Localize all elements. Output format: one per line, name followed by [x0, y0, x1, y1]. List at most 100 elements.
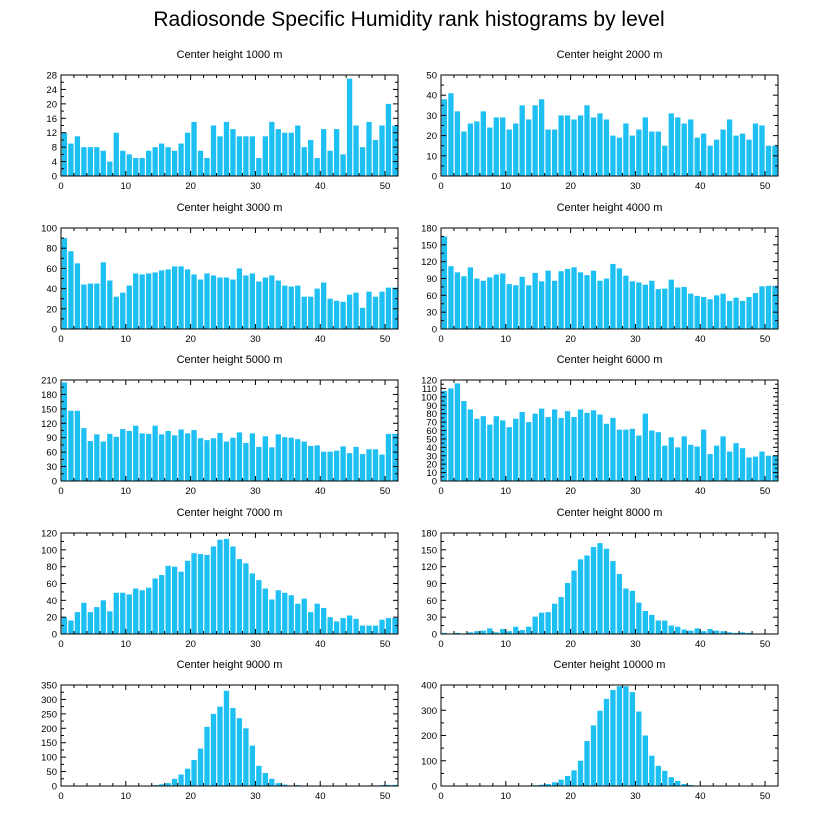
bar [107, 611, 113, 634]
bar [584, 275, 590, 329]
bar [597, 280, 603, 329]
bar [564, 411, 571, 481]
bar [629, 135, 636, 176]
y-tick-label: 100 [421, 756, 437, 767]
bar [327, 150, 333, 176]
bar [158, 784, 165, 786]
bar [448, 93, 454, 176]
y-tick-label: 12 [46, 128, 57, 139]
bar [269, 275, 275, 329]
bar [372, 296, 379, 329]
y-tick-label: 30 [426, 451, 437, 462]
bar [532, 616, 538, 634]
bar [171, 778, 178, 786]
bar [230, 546, 236, 634]
y-tick-label: 180 [421, 224, 437, 235]
bar [81, 602, 87, 634]
bar [392, 618, 398, 634]
y-tick-label: 400 [421, 681, 437, 692]
bar [158, 575, 165, 634]
bar [675, 447, 681, 481]
bar [597, 710, 603, 786]
bar [120, 592, 126, 634]
bar [655, 620, 661, 634]
bar [545, 783, 551, 786]
y-tick-label: 40 [46, 596, 57, 607]
y-tick-label: 0 [52, 325, 57, 336]
x-tick-label: 50 [760, 791, 771, 802]
bar [500, 420, 506, 481]
bar [720, 293, 726, 329]
x-tick-label: 10 [121, 639, 132, 650]
bar [346, 453, 353, 481]
bar [480, 416, 486, 481]
bar [184, 560, 191, 634]
bar [558, 271, 564, 329]
bar [197, 748, 204, 786]
bar [359, 454, 366, 481]
x-tick-label: 50 [760, 334, 771, 345]
y-tick-label: 30 [46, 462, 57, 473]
bar [675, 780, 681, 786]
bar [262, 588, 268, 634]
bar [519, 276, 525, 329]
bar [217, 136, 223, 176]
x-tick-label: 0 [58, 791, 63, 802]
bar [506, 631, 512, 634]
y-tick-label: 30 [426, 308, 437, 319]
bar [256, 281, 262, 329]
y-tick-label: 60 [426, 596, 437, 607]
bar [113, 436, 119, 481]
bar [597, 113, 603, 176]
bar [720, 631, 726, 634]
bar [262, 277, 268, 329]
bar [759, 125, 765, 176]
bar [701, 631, 707, 634]
bar [526, 119, 532, 176]
bar [81, 428, 87, 481]
y-tick-label: 210 [41, 376, 57, 387]
bar [340, 446, 346, 481]
bar [249, 136, 256, 176]
bar [171, 435, 178, 481]
bar [461, 401, 467, 481]
panel-2: Center height 2000 m 0 10 20 30 40 50 0 10 20 30 40… [426, 49, 779, 192]
x-tick-label: 40 [315, 639, 326, 650]
bar [385, 784, 392, 786]
bar [538, 99, 545, 176]
bar [688, 293, 694, 329]
bar [564, 115, 571, 176]
bar [165, 565, 171, 634]
y-tick-label: 0 [52, 630, 57, 641]
bar [474, 121, 480, 176]
y-tick-label: 150 [41, 404, 57, 415]
bar [688, 630, 694, 634]
bar [353, 125, 359, 176]
bar [629, 590, 636, 634]
bar [610, 135, 616, 176]
panel-title: Center height 8000 m [557, 507, 663, 519]
bar [113, 592, 119, 634]
bar [772, 145, 778, 176]
x-tick-label: 50 [380, 639, 391, 650]
bar [571, 770, 577, 786]
x-tick-label: 20 [185, 181, 196, 192]
bar [308, 612, 314, 634]
bar [467, 267, 474, 329]
bar [610, 561, 616, 634]
bar [146, 433, 152, 481]
bar [746, 297, 752, 329]
y-tick-label: 300 [41, 695, 57, 706]
bar [210, 546, 217, 634]
bar [158, 143, 165, 176]
bar [210, 438, 217, 481]
x-tick-label: 0 [438, 791, 443, 802]
bar [314, 288, 320, 329]
bar [461, 276, 467, 329]
bar [551, 129, 558, 176]
bar [275, 129, 281, 176]
bar [655, 131, 661, 176]
bar [662, 770, 668, 786]
bar [321, 451, 327, 481]
bar [519, 411, 525, 481]
